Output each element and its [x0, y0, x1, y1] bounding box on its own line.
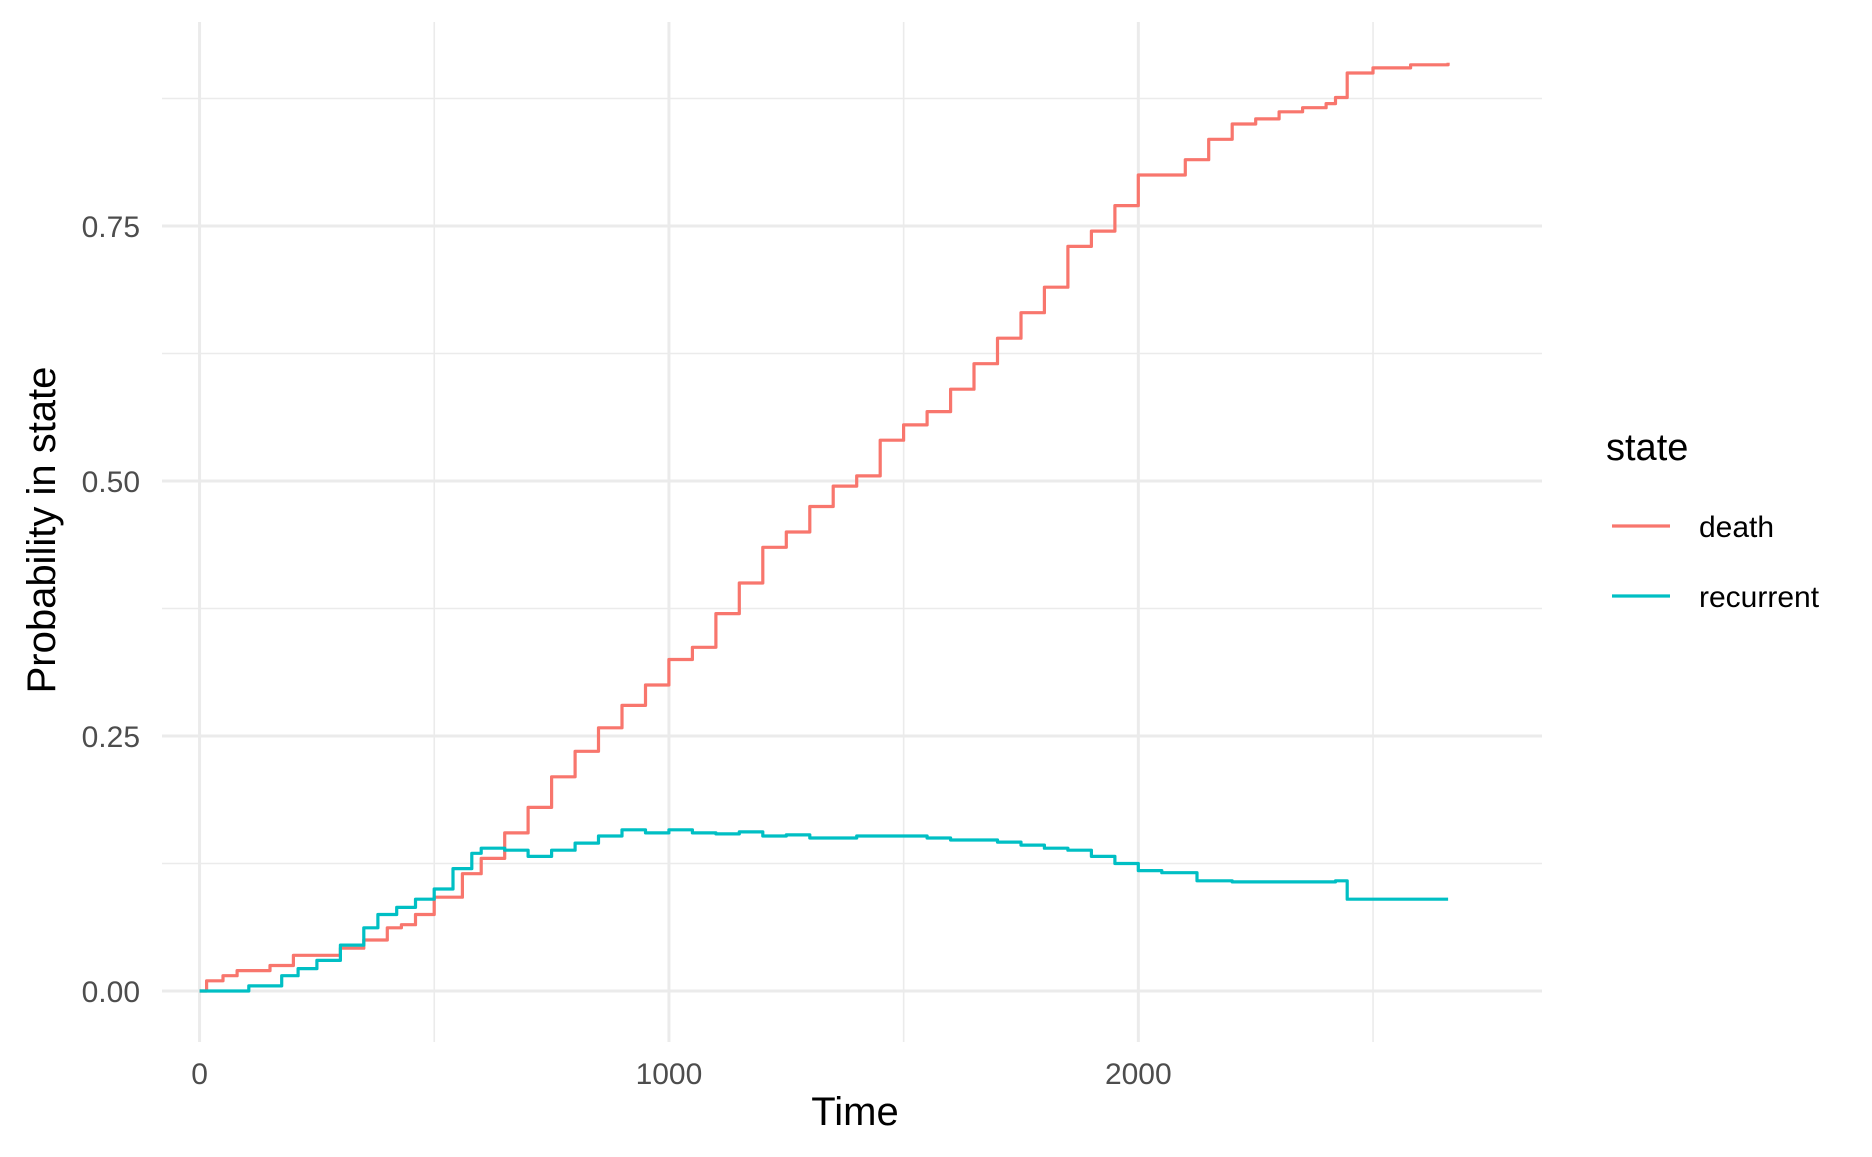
x-tick-label: 2000: [1105, 1058, 1172, 1091]
legend-label-death: death: [1699, 511, 1774, 544]
x-axis-label: Time: [811, 1090, 898, 1134]
series-layer: [199, 62, 1450, 993]
x-tick-label: 0: [191, 1058, 208, 1091]
series-line-death: [199, 62, 1450, 993]
y-axis-ticks: 0.00 0.25 0.50 0.75: [82, 211, 140, 1009]
x-axis-ticks: 0 1000 2000: [191, 1058, 1171, 1091]
y-tick-label: 0.50: [82, 466, 140, 499]
y-tick-label: 0.75: [82, 211, 140, 244]
grid-minor: [162, 22, 1542, 1042]
legend-label-recurrent: recurrent: [1699, 581, 1820, 614]
y-tick-label: 0.00: [82, 976, 140, 1009]
grid-major: [162, 22, 1542, 1042]
legend-title: state: [1606, 427, 1688, 469]
legend-items: death recurrent: [1612, 511, 1820, 614]
legend: state death recurrent: [1606, 427, 1820, 614]
x-tick-label: 1000: [636, 1058, 703, 1091]
y-tick-label: 0.25: [82, 721, 140, 754]
y-axis-label: Probability in state: [20, 367, 64, 694]
series-line-recurrent: [199, 828, 1449, 993]
